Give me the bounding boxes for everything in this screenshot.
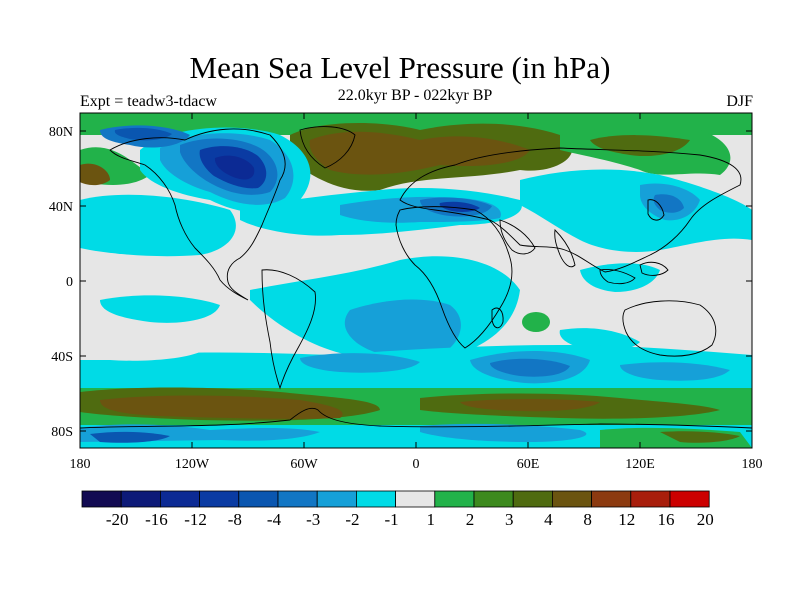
colorbar-swatch [238, 490, 279, 508]
colorbar-swatch [355, 490, 396, 508]
colorbar-swatch [316, 490, 357, 508]
season-label: DJF [726, 93, 753, 110]
colorbar-label: 16 [658, 510, 675, 529]
colorbar-swatch [120, 490, 161, 508]
colorbar-label: 1 [427, 510, 436, 529]
colorbar-swatch [81, 490, 122, 508]
coastlines [80, 126, 752, 429]
experiment-label: Expt = teadw3-tdacw [80, 93, 217, 110]
colorbar-label: 8 [583, 510, 592, 529]
colorbar-swatch [512, 490, 553, 508]
colorbar-label: -8 [228, 510, 242, 529]
colorbar-label: 4 [544, 510, 553, 529]
colorbar-label: 12 [618, 510, 635, 529]
colorbar-swatch [434, 490, 475, 508]
colorbar: -20 -16 -12 -8 -4 -3 -2 -1 1 2 3 4 8 12 16 20 [81, 490, 714, 529]
colorbar-label: -3 [306, 510, 320, 529]
colorbar-swatch [159, 490, 200, 508]
lat-tick-40s: 40S [51, 350, 73, 365]
pressure-field [80, 113, 752, 448]
colorbar-swatch [277, 490, 318, 508]
lat-tick-80s: 80S [51, 425, 73, 440]
lat-tick-40n: 40N [49, 200, 73, 215]
colorbar-swatch [669, 490, 710, 508]
lon-tick-120e: 120E [625, 457, 655, 472]
colorbar-swatch [630, 490, 671, 508]
colorbar-label: -4 [267, 510, 282, 529]
lon-tick-0: 0 [413, 457, 420, 472]
colorbar-label: 3 [505, 510, 514, 529]
colorbar-swatch [473, 490, 514, 508]
colorbar-label: 2 [466, 510, 475, 529]
colorbar-swatch [591, 490, 632, 508]
colorbar-label: 20 [697, 510, 714, 529]
colorbar-label: -16 [145, 510, 168, 529]
colorbar-swatch [552, 490, 593, 508]
colorbar-label: -1 [385, 510, 399, 529]
lat-tick-0: 0 [66, 275, 73, 290]
lat-axis: 80N 40N 0 40S 80S [49, 125, 752, 440]
colorbar-swatch [395, 490, 436, 508]
colorbar-swatch [199, 490, 240, 508]
colorbar-label: -12 [184, 510, 207, 529]
lon-tick-60e: 60E [517, 457, 540, 472]
lat-tick-80n: 80N [49, 125, 73, 140]
lon-tick-60w: 60W [290, 457, 318, 472]
lon-tick-180e: 180 [742, 457, 763, 472]
lon-tick-180w: 180 [70, 457, 91, 472]
lon-axis: 180 120W 60W 0 60E 120E 180 [70, 113, 763, 472]
time-period-label: 22.0kyr BP - 022kyr BP [337, 87, 493, 104]
colorbar-label: -2 [345, 510, 359, 529]
map-title: Mean Sea Level Pressure (in hPa) [189, 50, 611, 85]
colorbar-label: -20 [106, 510, 129, 529]
lon-tick-120w: 120W [175, 457, 210, 472]
